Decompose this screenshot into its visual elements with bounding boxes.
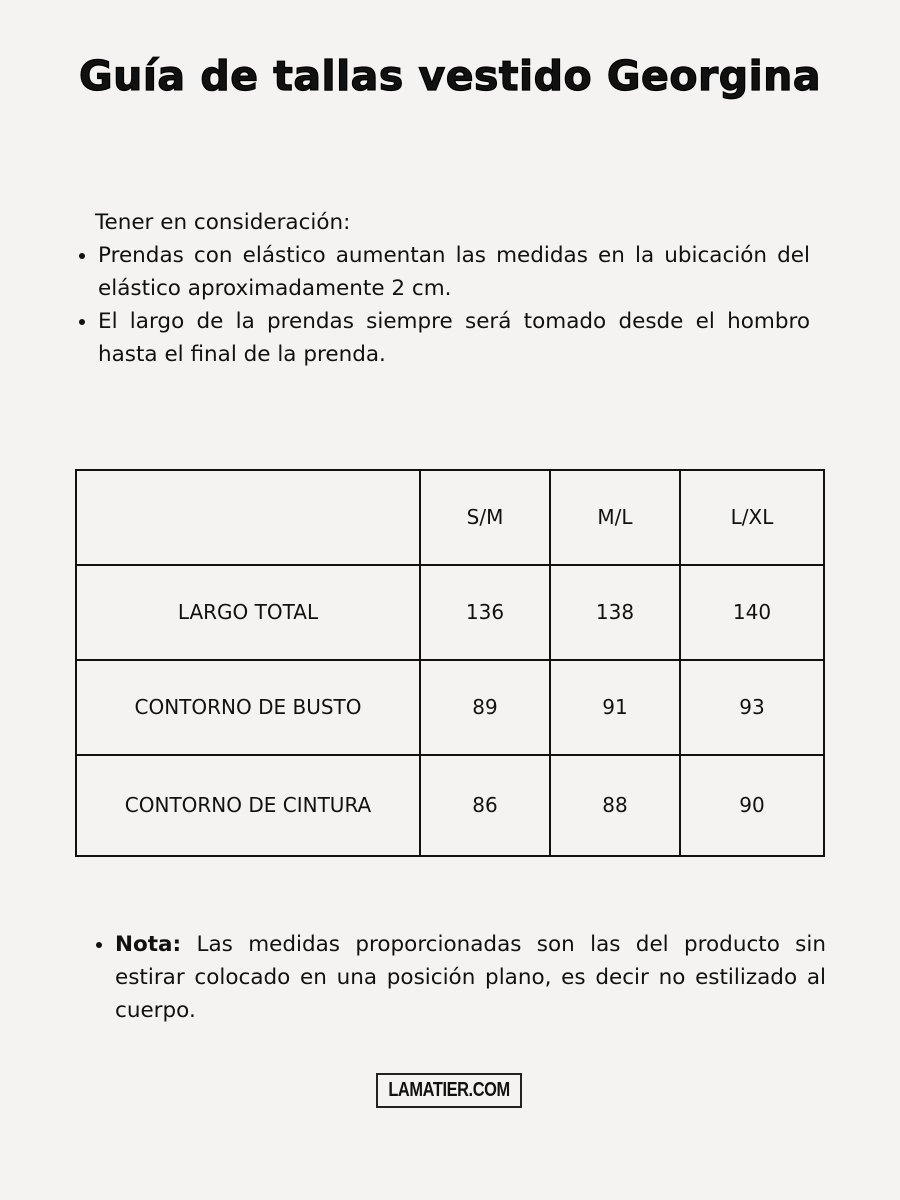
table-header-row: S/M M/L L/XL [75,469,826,566]
note: Nota: Las medidas proporcionadas son las… [95,928,826,1027]
header-cell [75,469,421,566]
list-item: Prendas con elástico aumentan las medida… [98,239,810,305]
note-item: Nota: Las medidas proporcionadas son las… [115,928,826,1027]
logo-text: LAMATIER.COM [388,1079,510,1101]
table-cell: 90 [678,754,826,857]
table-cell: 136 [419,564,551,661]
header-cell: L/XL [678,469,826,566]
header-cell: S/M [419,469,551,566]
table-cell: 86 [419,754,551,857]
row-label: CONTORNO DE CINTURA [75,754,421,857]
table-cell: 138 [548,564,681,661]
list-item: El largo de la prendas siempre será toma… [98,305,810,371]
note-text: Las medidas proporcionadas son las del p… [115,932,826,1023]
size-table: S/M M/L L/XL LARGO TOTAL 136 138 140 CON… [75,469,826,857]
considerations-heading: Tener en consideración: [95,210,351,235]
page-title: Guía de tallas vestido Georgina [78,51,821,100]
brand-logo: LAMATIER.COM [376,1073,522,1108]
table-row: CONTORNO DE CINTURA 86 88 90 [75,754,826,857]
table-cell: 91 [548,659,681,756]
table-row: LARGO TOTAL 136 138 140 [75,564,826,661]
row-label: LARGO TOTAL [75,564,421,661]
table-row: CONTORNO DE BUSTO 89 91 93 [75,659,826,756]
header-cell: M/L [548,469,681,566]
table-cell: 140 [678,564,826,661]
row-label: CONTORNO DE BUSTO [75,659,421,756]
table-cell: 93 [678,659,826,756]
considerations: Tener en consideración: Prendas con elás… [78,206,810,371]
note-label: Nota: [115,932,182,957]
table-cell: 89 [419,659,551,756]
table-cell: 88 [548,754,681,857]
